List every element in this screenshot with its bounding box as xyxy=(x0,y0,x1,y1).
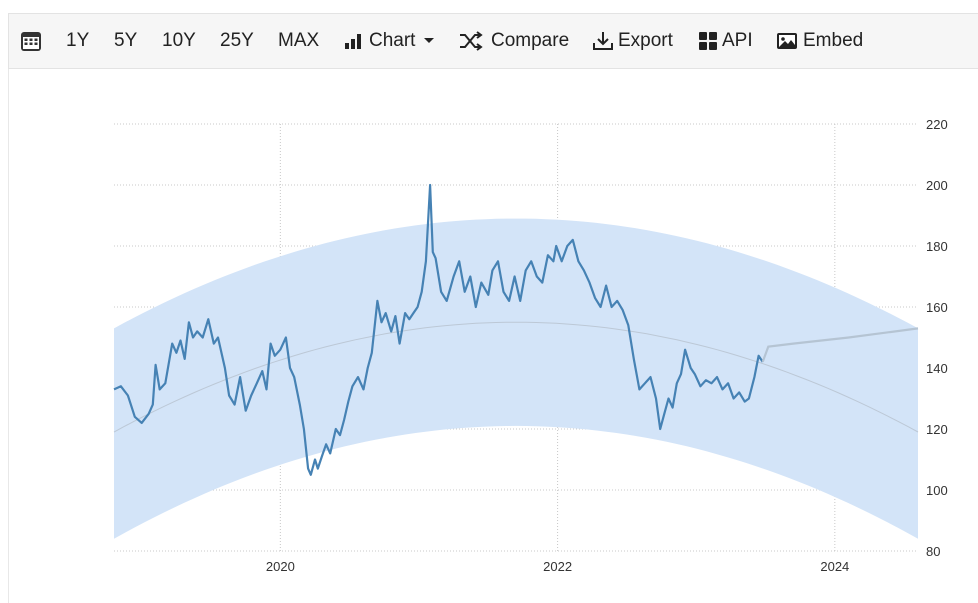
compare-button[interactable]: Compare xyxy=(459,14,569,68)
trend-curve xyxy=(113,321,919,433)
confidence-band xyxy=(114,218,918,539)
grid-icon xyxy=(699,32,717,50)
caret-down-icon xyxy=(424,38,435,43)
embed-button[interactable]: Embed xyxy=(776,14,863,68)
x-tick-label: 2020 xyxy=(266,559,295,574)
x-tick-label: 2024 xyxy=(820,559,849,574)
y-tick-label: 80 xyxy=(926,544,940,559)
axis-labels: 80 100 120 140 160 180 200 220 2020 2022 2024 xyxy=(266,117,948,574)
compare-label: Compare xyxy=(491,30,570,51)
y-tick-label: 180 xyxy=(926,239,948,254)
export-button[interactable]: Export xyxy=(592,14,673,68)
embed-label: Embed xyxy=(803,30,864,51)
export-label: Export xyxy=(618,30,673,51)
y-tick-label: 120 xyxy=(926,422,948,437)
chart-toolbar xyxy=(8,13,978,69)
range-25y-button[interactable]: 25Y xyxy=(220,30,254,51)
y-tick-label: 220 xyxy=(926,117,948,132)
calendar-icon xyxy=(21,32,41,51)
chart-type-label: Chart xyxy=(369,30,416,51)
bar-chart-icon xyxy=(345,34,361,49)
shuffle-icon xyxy=(460,31,483,51)
y-tick-label: 160 xyxy=(926,300,948,315)
price-line xyxy=(113,183,764,476)
download-icon xyxy=(593,32,613,50)
range-1y-button[interactable]: 1Y xyxy=(66,30,90,51)
api-button[interactable]: API xyxy=(698,14,753,68)
y-tick-label: 140 xyxy=(926,361,948,376)
api-label: API xyxy=(722,30,753,51)
calendar-button[interactable] xyxy=(20,14,42,68)
chart-type-dropdown[interactable]: Chart xyxy=(344,14,435,68)
x-tick-label: 2022 xyxy=(543,559,572,574)
y-tick-label: 200 xyxy=(926,178,948,193)
panel-border xyxy=(8,69,9,603)
range-max-button[interactable]: MAX xyxy=(278,30,320,51)
y-tick-label: 100 xyxy=(926,483,948,498)
image-icon xyxy=(777,33,797,49)
range-10y-button[interactable]: 10Y xyxy=(162,30,196,51)
forecast-line xyxy=(761,327,919,363)
range-5y-button[interactable]: 5Y xyxy=(114,30,138,51)
